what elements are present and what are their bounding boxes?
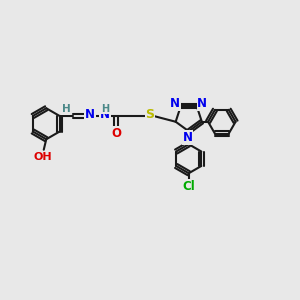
Text: S: S xyxy=(146,109,154,122)
Text: O: O xyxy=(111,127,121,140)
Text: N: N xyxy=(100,109,110,122)
Text: N: N xyxy=(182,131,193,144)
Text: Cl: Cl xyxy=(182,180,195,193)
Text: H: H xyxy=(101,103,109,113)
Text: N: N xyxy=(85,109,95,122)
Text: N: N xyxy=(170,97,180,110)
Text: OH: OH xyxy=(34,152,52,162)
Text: H: H xyxy=(62,104,70,114)
Text: N: N xyxy=(197,97,207,110)
